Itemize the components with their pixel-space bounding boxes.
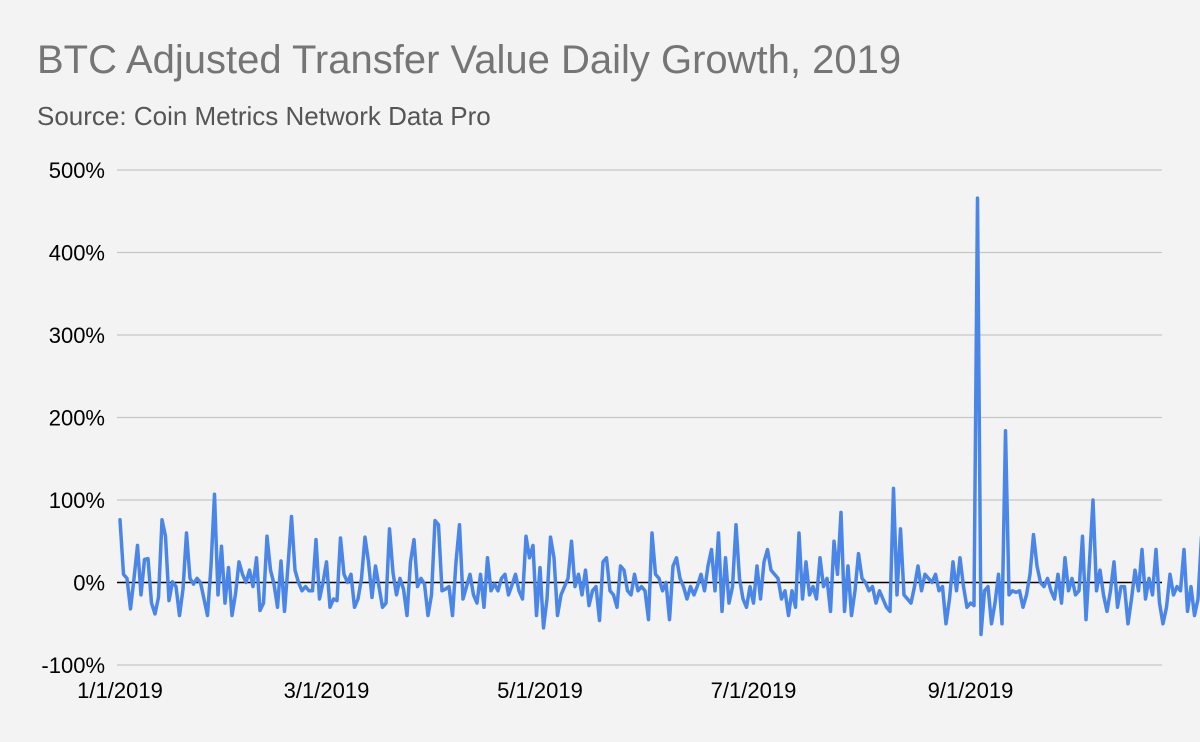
chart-subtitle: Source: Coin Metrics Network Data Pro xyxy=(37,101,491,131)
y-tick-label: 400% xyxy=(49,241,105,266)
x-tick-label: 9/1/2019 xyxy=(928,678,1014,703)
x-tick-label: 1/1/2019 xyxy=(77,678,163,703)
x-tick-label: 3/1/2019 xyxy=(284,678,370,703)
y-tick-label: 500% xyxy=(49,158,105,183)
x-tick-label: 7/1/2019 xyxy=(711,678,797,703)
y-tick-label: 200% xyxy=(49,406,105,431)
y-tick-label: 300% xyxy=(49,323,105,348)
series-line xyxy=(118,196,1200,637)
x-tick-label: 5/1/2019 xyxy=(497,678,583,703)
chart-title: BTC Adjusted Transfer Value Daily Growth… xyxy=(37,38,902,82)
series-plot xyxy=(118,196,1200,637)
y-tick-label: 100% xyxy=(49,488,105,513)
x-axis-tick-labels: 1/1/2019 3/1/2019 5/1/2019 7/1/2019 9/1/2019 xyxy=(77,678,1013,703)
gridlines xyxy=(117,169,1162,666)
y-tick-label: -100% xyxy=(41,653,105,678)
y-tick-label: 0% xyxy=(73,571,105,596)
y-axis-tick-labels: -100% 0% 100% 200% 300% 400% 500% xyxy=(41,158,105,678)
